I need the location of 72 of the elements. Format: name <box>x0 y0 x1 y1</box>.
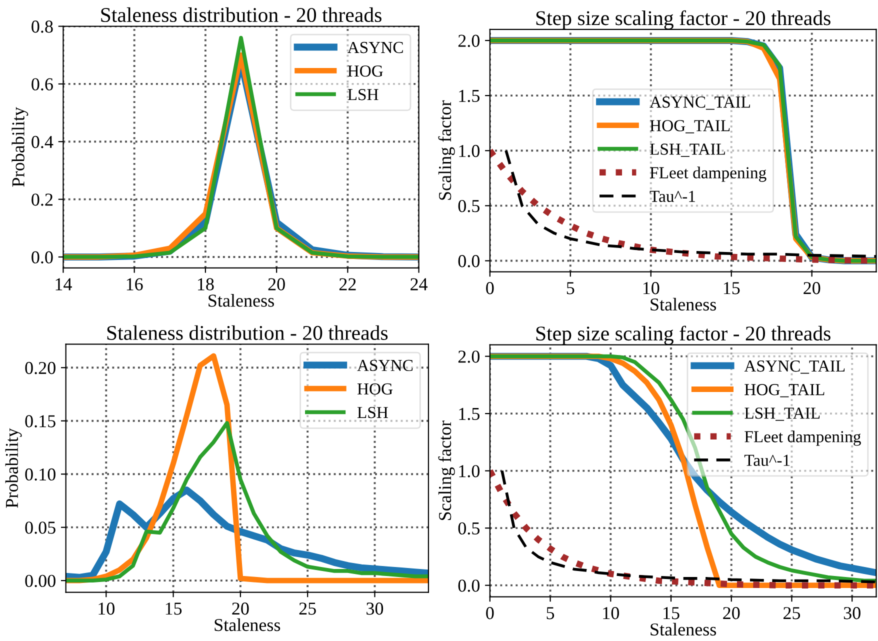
legend-label: HOG_TAIL <box>744 384 824 398</box>
legend-label: LSH <box>348 89 378 100</box>
x-tick-label: 20 <box>232 602 249 615</box>
legend-label: Tau^-1 <box>650 190 695 202</box>
chart-title: Staleness distribution - 20 threads <box>101 7 382 22</box>
y-tick-label: 1.0 <box>459 465 480 478</box>
y-axis-title: Probability <box>5 428 22 508</box>
x-tick-label: 30 <box>366 602 384 615</box>
legend-label: FLeet dampening <box>744 430 861 446</box>
x-tick-label: 5 <box>566 282 574 294</box>
y-axis-title: Probability <box>12 107 28 187</box>
legend-label: ASYNC_TAIL <box>744 360 845 374</box>
y-tick-label: 0.5 <box>458 522 480 535</box>
chart-title: Step size scaling factor - 20 threads <box>536 326 830 345</box>
y-tick-label: 0.00 <box>25 574 56 588</box>
x-tick-label: 25 <box>784 607 800 620</box>
x-tick-label: 0 <box>486 607 494 620</box>
legend-label: LSH_TAIL <box>744 408 820 421</box>
legend-label: ASYNC <box>357 360 413 372</box>
y-tick-label: 0.4 <box>32 136 54 148</box>
x-axis-title: Staleness <box>214 618 280 632</box>
y-tick-label: 2.0 <box>458 350 480 363</box>
y-tick-label: 0.0 <box>32 251 53 264</box>
x-tick-label: 14 <box>56 278 72 290</box>
chart-title: Staleness distribution - 20 threads <box>107 325 388 340</box>
x-tick-label: 10 <box>98 602 114 615</box>
x-tick-label: 15 <box>724 282 740 294</box>
x-tick-label: 20 <box>723 607 740 620</box>
legend-label: ASYNC <box>347 42 403 54</box>
x-tick-label: 24 <box>410 278 428 290</box>
x-tick-label: 25 <box>299 602 316 615</box>
y-tick-label: 0.15 <box>25 415 56 428</box>
legend-label: HOG_TAIL <box>650 120 730 134</box>
x-tick-label: 15 <box>664 607 680 620</box>
legend-label: LSH_TAIL <box>650 144 725 157</box>
x-tick-label: 5 <box>546 607 554 620</box>
x-tick-label: 10 <box>603 607 619 620</box>
x-tick-label: 20 <box>268 278 285 290</box>
chart-title: Step size scaling factor - 20 threads <box>536 10 830 30</box>
x-axis-title: Staleness <box>208 294 274 307</box>
y-tick-label: 0.0 <box>458 255 480 268</box>
line-series <box>66 421 428 583</box>
legend-label: LSH <box>357 406 388 418</box>
y-tick-label: 2.0 <box>458 34 480 48</box>
x-tick-label: 15 <box>166 602 182 615</box>
y-tick-label: 1.5 <box>459 408 480 420</box>
x-tick-label: 20 <box>804 282 820 294</box>
x-tick-label: 18 <box>198 278 214 290</box>
y-axis-title: Scaling factor <box>438 100 455 200</box>
y-tick-label: 1.0 <box>459 144 480 158</box>
x-tick-label: 0 <box>486 282 494 294</box>
y-tick-label: 0.05 <box>25 522 56 534</box>
y-tick-label: 0.5 <box>458 200 480 212</box>
y-tick-label: 0.2 <box>32 194 52 206</box>
y-tick-label: 0.20 <box>25 362 56 374</box>
x-tick-label: 30 <box>844 607 860 620</box>
x-tick-label: 10 <box>643 282 660 294</box>
y-tick-label: 0.8 <box>32 20 53 33</box>
legend-label: ASYNC_TAIL <box>650 96 750 110</box>
x-axis-title: Staleness <box>650 622 716 636</box>
y-tick-label: 0.6 <box>32 78 53 90</box>
legend-label: HOG <box>348 65 383 77</box>
y-tick-label: 0.10 <box>25 468 56 481</box>
x-axis-title: Staleness <box>650 298 716 311</box>
y-axis-title: Scaling factor <box>438 420 455 520</box>
x-tick-label: 16 <box>126 278 143 290</box>
legend-label: HOG <box>357 383 393 395</box>
legend-label: Tau^-1 <box>744 454 790 466</box>
y-tick-label: 1.5 <box>459 90 480 102</box>
x-tick-label: 22 <box>339 278 356 290</box>
legend-label: FLeet dampening <box>650 166 766 182</box>
y-tick-label: 0.0 <box>458 580 480 592</box>
